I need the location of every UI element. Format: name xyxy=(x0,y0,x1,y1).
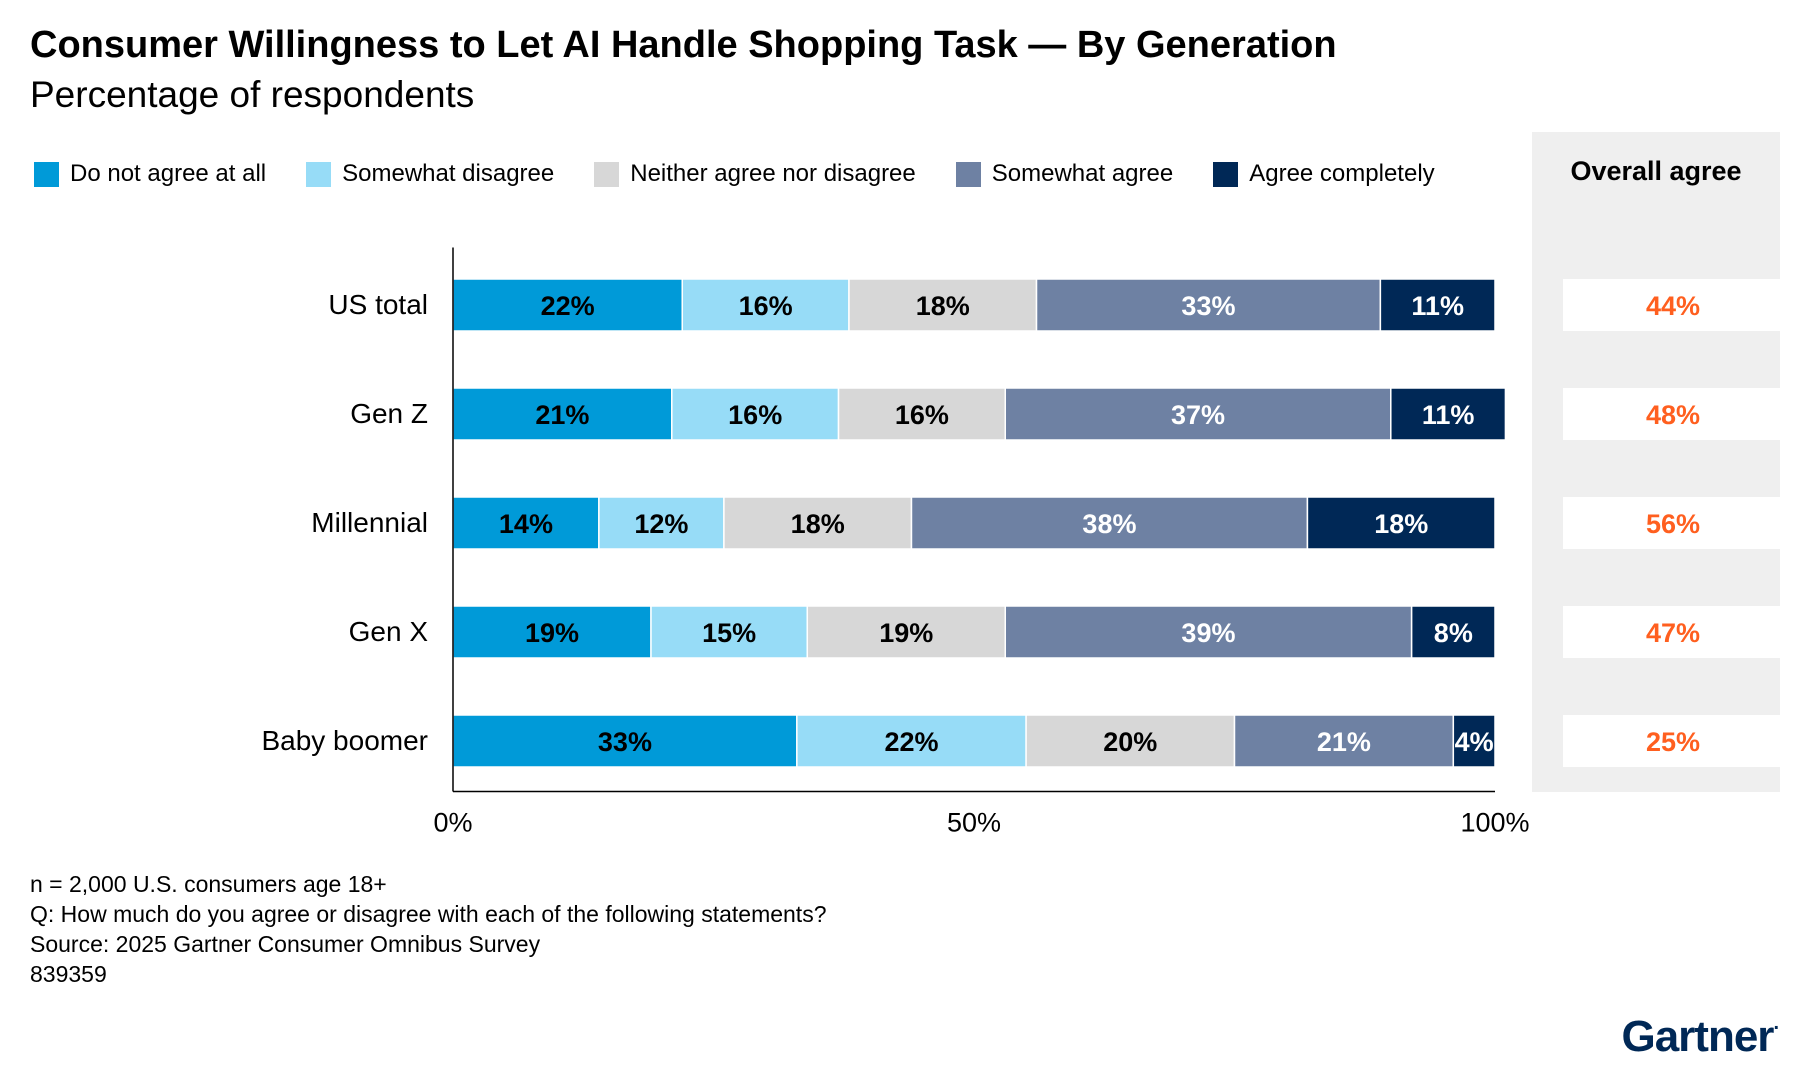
legend: Do not agree at all Somewhat disagree Ne… xyxy=(34,160,1435,188)
bar-segment xyxy=(1390,387,1507,441)
bar-segment xyxy=(1035,278,1382,332)
data-label: 37% xyxy=(1171,400,1225,430)
stacked-bar-chart: US total 22% 16% 18% 33% 11% 44% Gen Z 21% 16% 16%… xyxy=(261,247,1783,838)
data-label: 21% xyxy=(535,400,589,430)
gartner-logo: Gartner. xyxy=(1621,1012,1778,1061)
overall-agree-box xyxy=(1563,715,1783,767)
legend-swatch xyxy=(1213,161,1239,187)
category-label: Baby boomer xyxy=(261,725,428,756)
bar-segment xyxy=(910,496,1309,550)
document-id: 839359 xyxy=(30,961,107,987)
sample-size-note: n = 2,000 U.S. consumers age 18+ xyxy=(30,871,387,897)
data-label: 19% xyxy=(525,618,579,648)
overall-agree-box xyxy=(1563,606,1783,658)
bar-segment xyxy=(1410,605,1496,659)
data-label: 22% xyxy=(884,727,938,757)
data-label: 14% xyxy=(499,509,553,539)
bar-segment xyxy=(848,278,1038,332)
legend-swatch xyxy=(306,161,332,187)
data-label: 8% xyxy=(1434,618,1473,648)
overall-agree-panel xyxy=(1532,132,1780,792)
bar-segment xyxy=(1379,278,1496,332)
overall-agree-value: 44% xyxy=(1646,291,1700,321)
overall-agree-value: 25% xyxy=(1646,727,1700,757)
bar-segment xyxy=(1233,714,1455,768)
data-label: 16% xyxy=(728,400,782,430)
legend-item-neither: Neither agree nor disagree xyxy=(594,160,916,188)
legend-item-do-not-agree: Do not agree at all xyxy=(34,160,266,188)
data-label: 22% xyxy=(541,291,595,321)
bar-segment xyxy=(723,496,913,550)
bar-segment xyxy=(650,605,809,659)
overall-agree-value: 48% xyxy=(1646,400,1700,430)
legend-swatch xyxy=(34,161,59,187)
chart-subtitle: Percentage of respondents xyxy=(30,74,475,115)
category-label: Gen Z xyxy=(350,398,428,429)
legend-label: Agree completely xyxy=(1249,160,1435,187)
legend-label: Somewhat agree xyxy=(991,160,1174,187)
legend-item-agree-completely: Agree completely xyxy=(1213,160,1435,188)
data-label: 16% xyxy=(895,400,949,430)
bar-segment xyxy=(837,387,1007,441)
legend-swatch xyxy=(594,161,620,187)
overall-agree-header: Overall agree xyxy=(1570,156,1742,186)
question-note: Q: How much do you agree or disagree wit… xyxy=(30,901,827,927)
legend-item-somewhat-agree: Somewhat agree xyxy=(955,160,1174,188)
bar-segment xyxy=(1306,496,1496,550)
data-label: 33% xyxy=(1181,291,1235,321)
source-note: Source: 2025 Gartner Consumer Omnibus Su… xyxy=(30,931,541,957)
legend-label: Somewhat disagree xyxy=(342,160,555,187)
data-label: 38% xyxy=(1082,509,1136,539)
overall-agree-box xyxy=(1563,279,1783,331)
overall-agree-box xyxy=(1563,497,1783,549)
data-label: 18% xyxy=(916,291,970,321)
legend-item-somewhat-disagree: Somewhat disagree xyxy=(306,160,554,188)
legend-swatch xyxy=(955,161,981,187)
data-label: 21% xyxy=(1317,727,1371,757)
data-label: 39% xyxy=(1181,618,1235,648)
data-label: 16% xyxy=(739,291,793,321)
x-tick-label: 100% xyxy=(1460,808,1529,838)
category-label: Millennial xyxy=(311,507,428,538)
bar-segment xyxy=(806,605,1007,659)
x-tick-label: 0% xyxy=(433,808,472,838)
overall-agree-value: 56% xyxy=(1646,509,1700,539)
data-label: 11% xyxy=(1411,291,1464,321)
category-label: Gen X xyxy=(349,616,429,647)
category-label: US total xyxy=(328,289,428,320)
overall-agree-value: 47% xyxy=(1646,618,1700,648)
bar-segment xyxy=(1025,714,1236,768)
chart-title: Consumer Willingness to Let AI Handle Sh… xyxy=(30,24,1337,66)
bar-segment xyxy=(1452,714,1496,768)
bar-segment xyxy=(1004,387,1392,441)
legend-label: Do not agree at all xyxy=(70,160,267,187)
data-label: 18% xyxy=(791,509,845,539)
legend-label: Neither agree nor disagree xyxy=(630,160,916,187)
data-label: 11% xyxy=(1422,400,1475,430)
bar-segment xyxy=(598,496,725,550)
overall-agree-box xyxy=(1563,388,1783,440)
bar-segment xyxy=(452,714,798,768)
footnotes: n = 2,000 U.S. consumers age 18+ Q: How … xyxy=(30,869,827,989)
bar-segment xyxy=(681,278,850,332)
x-tick-label: 50% xyxy=(947,808,1001,838)
data-label: 33% xyxy=(598,727,652,757)
data-label: 12% xyxy=(634,509,688,539)
data-label: 19% xyxy=(879,618,933,648)
data-label: 18% xyxy=(1374,509,1428,539)
data-label: 4% xyxy=(1455,727,1494,757)
data-label: 15% xyxy=(702,618,756,648)
data-label: 20% xyxy=(1103,727,1157,757)
